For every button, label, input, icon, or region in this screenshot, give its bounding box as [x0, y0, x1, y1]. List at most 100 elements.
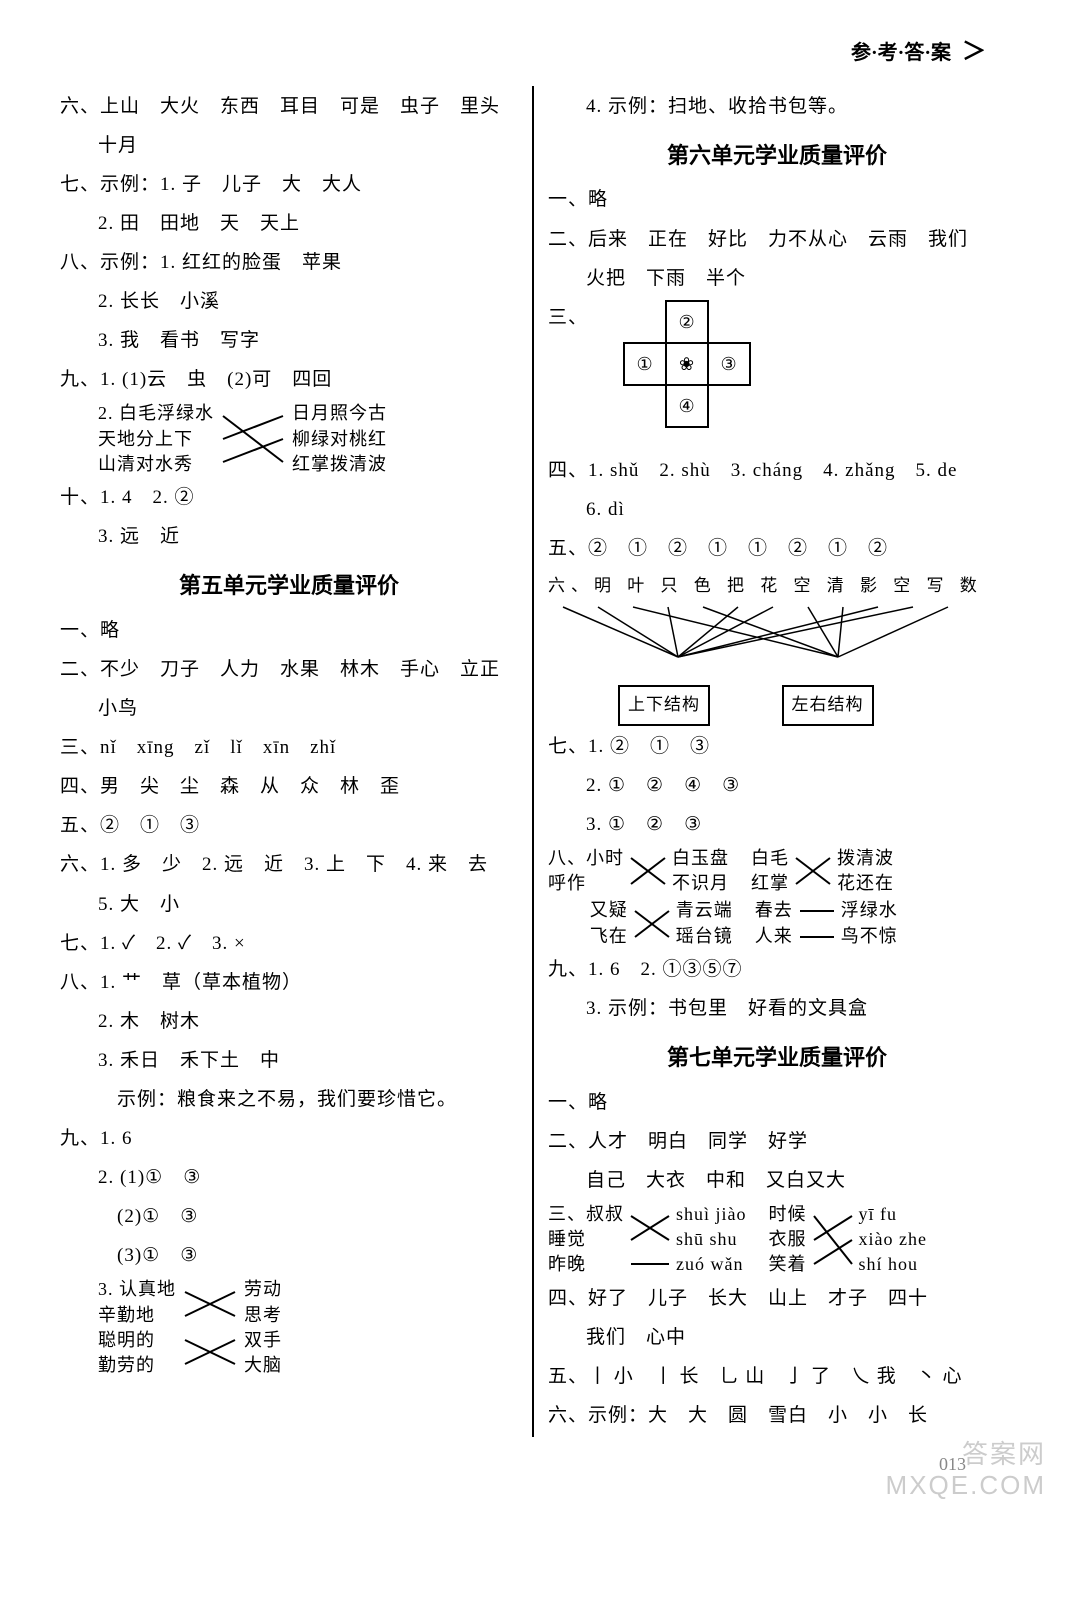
- crossing-lines-icon: [797, 899, 837, 949]
- match-item: 辛勤地: [98, 1303, 176, 1328]
- crossing-lines-icon: [793, 846, 833, 896]
- answer-line: 四、好了 儿子 长大 山上 才子 四十: [548, 1281, 1006, 1317]
- match-item: xiào zhe: [859, 1227, 927, 1252]
- answer-line: 2. ① ② ④ ③: [548, 768, 1006, 804]
- match-left-col: 时候 衣服 笑着: [769, 1202, 807, 1278]
- match-left-col: 2. 白毛浮绿水 天地分上下 山清对水秀: [98, 401, 214, 477]
- match-item: 山清对水秀: [98, 452, 214, 477]
- match-right-col: 白玉盘 不识月: [672, 846, 729, 896]
- answer-line: 五、② ① ③: [60, 808, 518, 844]
- grid-cell-left: ①: [623, 342, 667, 386]
- match-item: 浮绿水: [841, 898, 898, 923]
- answer-line: 五、丨 小 丨 长 乚 山 亅 了 乀 我 丶 心: [548, 1359, 1006, 1395]
- answer-line: 2. 木 树木: [60, 1004, 518, 1040]
- match-item: 大脑: [244, 1353, 282, 1378]
- match-item: 八、小时: [548, 846, 624, 871]
- answer-line: 六、示例：大 大 圆 雪白 小 小 长: [548, 1398, 1006, 1434]
- match-item: 衣服: [769, 1227, 807, 1252]
- page-number: 013: [60, 1447, 1006, 1481]
- matching-diagram: 八、小时 呼作 白玉盘 不识月 白毛 红掌: [548, 846, 1006, 949]
- match-right-col: shuì jiào shū shu zuó wǎn: [676, 1202, 747, 1278]
- answer-line: 一、略: [548, 1085, 1006, 1121]
- answer-line: 2. 田 田地 天 天上: [60, 206, 518, 242]
- classification-diagram: 六、明 叶 只 色 把 花 空 清 影 空 写 数 上下结构: [548, 570, 1006, 726]
- answer-line: 示例：粮食来之不易，我们要珍惜它。: [60, 1082, 518, 1118]
- match-right-col: 浮绿水 鸟不惊: [841, 898, 898, 948]
- match-item: 花还在: [837, 871, 894, 896]
- answer-line: 二、后来 正在 好比 力不从心 云雨 我们: [548, 222, 1006, 258]
- crossing-lines-icon: [180, 1278, 240, 1378]
- answer-line: 一、略: [548, 182, 1006, 218]
- match-item: 笑着: [769, 1252, 807, 1277]
- section-title-unit6: 第六单元学业质量评价: [548, 135, 1006, 177]
- match-item: 聪明的: [98, 1328, 176, 1353]
- match-item: 柳绿对桃红: [292, 427, 387, 452]
- matching-diagram: 2. 白毛浮绿水 天地分上下 山清对水秀 日月照今古 柳绿对桃红 红掌拨清波: [60, 401, 518, 477]
- answer-line: 九、1. (1)云 虫 (2)可 四回: [60, 362, 518, 398]
- section-title-unit5: 第五单元学业质量评价: [60, 565, 518, 607]
- answer-line: 小鸟: [60, 691, 518, 727]
- match-item: 白毛: [751, 846, 789, 871]
- match-item: 昨晚: [548, 1252, 624, 1277]
- grid-cell-bottom: ④: [665, 384, 709, 428]
- answer-line: 3. 禾日 禾下土 中: [60, 1043, 518, 1079]
- match-item: 三、叔叔: [548, 1202, 624, 1227]
- match-right-col: 日月照今古 柳绿对桃红 红掌拨清波: [292, 401, 387, 477]
- answer-line: 二、不少 刀子 人力 水果 林木 手心 立正: [60, 652, 518, 688]
- match-item: shí hou: [859, 1252, 927, 1277]
- match-item: 瑶台镜: [676, 924, 733, 949]
- two-column-layout: 六、上山 大火 东西 耳目 可是 虫子 里头 十月 七、示例：1. 子 儿子 大…: [60, 86, 1006, 1437]
- grid-cell-top: ②: [665, 300, 709, 344]
- match-item: 又疑: [590, 898, 628, 923]
- match-item: 2. 白毛浮绿水: [98, 401, 214, 426]
- match-right-col: yī fu xiào zhe shí hou: [859, 1202, 927, 1278]
- answer-prefix: 三、: [548, 300, 588, 336]
- match-item: 日月照今古: [292, 401, 387, 426]
- match-item: 白玉盘: [672, 846, 729, 871]
- header-title: 参·考·答·案: [851, 42, 951, 64]
- match-item: 天地分上下: [98, 427, 214, 452]
- match-item: 思考: [244, 1303, 282, 1328]
- matching-diagram: 3. 认真地 辛勤地 聪明的 勤劳的 劳动 思考 双手: [60, 1277, 518, 1378]
- header-arrow-icon: ＞: [962, 30, 986, 76]
- answer-line: 3. 我 看书 写字: [60, 323, 518, 359]
- answer-line: 自己 大衣 中和 又白又大: [548, 1163, 1006, 1199]
- match-item: 鸟不惊: [841, 924, 898, 949]
- watermark-line: MXQE.COM: [886, 1470, 1046, 1501]
- matching-diagram: 三、叔叔 睡觉 昨晚 shuì jiào shū shu zuó wǎn: [548, 1202, 1006, 1278]
- match-item: 红掌拨清波: [292, 452, 387, 477]
- page-header: 参·考·答·案 ＞: [60, 30, 1006, 76]
- category-box: 左右结构: [782, 685, 874, 725]
- section-title-unit7: 第七单元学业质量评价: [548, 1037, 1006, 1079]
- answer-line: 七、1. ✓ 2. ✓ 3. ×: [60, 926, 518, 962]
- watermark-line: 答案网: [886, 1439, 1046, 1470]
- cross-grid-diagram: ② ① ❀ ③ ④: [618, 300, 768, 450]
- answer-line: (3)① ③: [60, 1238, 518, 1274]
- match-item: 双手: [244, 1328, 282, 1353]
- answer-line: 九、1. 6 2. ①③⑤⑦: [548, 952, 1006, 988]
- match-left-col: 又疑 飞在: [590, 898, 628, 948]
- answer-line: 火把 下雨 半个: [548, 261, 1006, 297]
- match-item: 劳动: [244, 1277, 282, 1302]
- match-item: 呼作: [548, 871, 624, 896]
- fan-lines-icon: [548, 602, 968, 672]
- answer-line: 3. 示例：书包里 好看的文具盒: [548, 991, 1006, 1027]
- crossing-lines-icon: [811, 1204, 855, 1276]
- match-left-col: 三、叔叔 睡觉 昨晚: [548, 1202, 624, 1278]
- match-item: 时候: [769, 1202, 807, 1227]
- match-item: 勤劳的: [98, 1353, 176, 1378]
- answer-line: 九、1. 6: [60, 1121, 518, 1157]
- answer-line: 四、男 尖 尘 森 从 众 林 歪: [60, 769, 518, 805]
- answer-line: 3. ① ② ③: [548, 807, 1006, 843]
- match-item: 睡觉: [548, 1227, 624, 1252]
- answer-line: 三、nǐ xīng zǐ lǐ xīn zhǐ: [60, 730, 518, 766]
- crossing-lines-icon: [628, 846, 668, 896]
- answer-line: 一、略: [60, 613, 518, 649]
- left-column: 六、上山 大火 东西 耳目 可是 虫子 里头 十月 七、示例：1. 子 儿子 大…: [60, 86, 518, 1437]
- crossing-lines-icon: [628, 1204, 672, 1276]
- match-item: yī fu: [859, 1202, 927, 1227]
- match-right-col: 青云端 瑶台镜: [676, 898, 733, 948]
- answer-line: 5. 大 小: [60, 887, 518, 923]
- match-item: 红掌: [751, 871, 789, 896]
- match-left-col: 八、小时 呼作: [548, 846, 624, 896]
